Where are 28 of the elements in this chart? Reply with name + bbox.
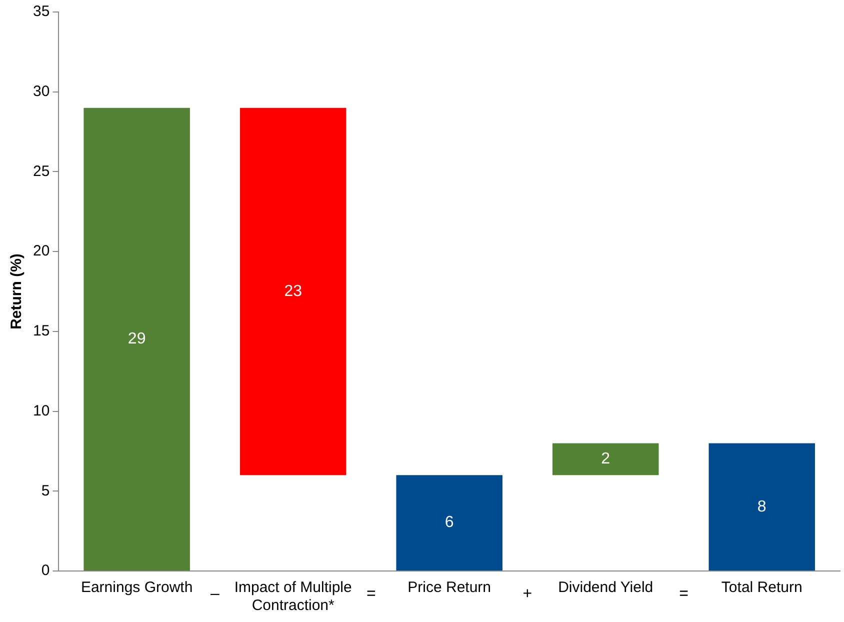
y-tick-label: 0	[41, 562, 50, 580]
y-axis-title: Return (%)	[8, 254, 26, 330]
bar	[396, 475, 502, 570]
text: –	[210, 585, 220, 602]
y-tick-label: 10	[32, 402, 50, 420]
y-tick-label: 15	[32, 322, 50, 340]
data-label: 2	[601, 450, 610, 468]
data-label: 29	[128, 330, 146, 348]
x-tick-label: Total Return	[721, 579, 802, 596]
y-tick-label: 35	[32, 3, 50, 20]
bar	[552, 443, 659, 476]
data-label: 8	[757, 498, 766, 516]
text: +	[522, 585, 532, 602]
y-tick-label: 30	[32, 83, 50, 100]
text: =	[679, 585, 688, 602]
bar	[84, 108, 190, 570]
y-tick-label: 25	[32, 162, 50, 180]
data-label: 23	[284, 282, 302, 300]
text: =	[366, 585, 376, 602]
y-tick-label: 20	[32, 242, 50, 260]
data-label: 6	[444, 514, 454, 532]
x-tick-label: Impact of Multiple Contraction*	[234, 579, 352, 614]
x-tick-label: Price Return	[408, 579, 492, 596]
x-tick-label: Earnings Growth	[80, 579, 193, 596]
bar	[708, 443, 815, 570]
y-tick-label: 5	[41, 482, 50, 500]
x-tick-label: Dividend Yield	[558, 579, 654, 596]
bar	[240, 108, 346, 476]
